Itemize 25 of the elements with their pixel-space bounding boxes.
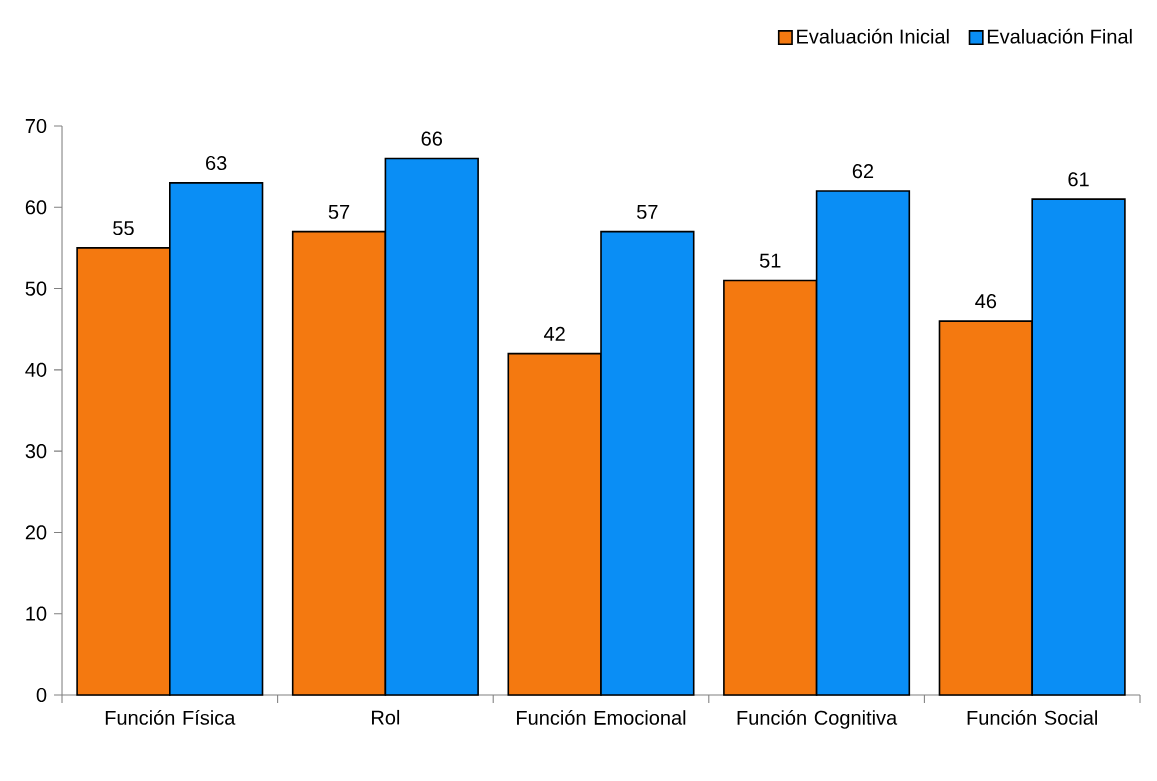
data-label: 66 bbox=[421, 131, 442, 146]
data-label: 61 bbox=[1068, 172, 1089, 187]
y-tick-label: 20 bbox=[25, 525, 47, 540]
data-label: 46 bbox=[975, 294, 997, 309]
data-label: 62 bbox=[852, 164, 874, 179]
data-label: 55 bbox=[113, 221, 134, 236]
data-label: 51 bbox=[759, 253, 781, 268]
y-tick-label: 0 bbox=[36, 687, 47, 703]
y-tick-label: 60 bbox=[25, 200, 47, 215]
x-tick-label: Función Emocional bbox=[517, 709, 686, 725]
y-tick-label: 70 bbox=[25, 118, 47, 134]
y-tick-label: 10 bbox=[26, 606, 47, 621]
x-tick-label: Función Física bbox=[105, 709, 236, 725]
x-tick-label: Función Cognitiva bbox=[737, 709, 898, 729]
data-label: 63 bbox=[206, 155, 227, 171]
y-tick-label: 30 bbox=[25, 444, 47, 459]
x-tick-label: Función Social bbox=[967, 709, 1097, 725]
legend-label: Evaluación Inicial bbox=[797, 28, 949, 44]
data-label: 57 bbox=[328, 204, 350, 219]
data-label: 57 bbox=[637, 204, 658, 219]
legend-label: Evaluación Final bbox=[987, 28, 1132, 44]
x-tick-label: Rol bbox=[372, 709, 400, 725]
y-tick-label: 40 bbox=[25, 362, 47, 377]
data-label: 42 bbox=[543, 326, 565, 341]
y-tick-label: 50 bbox=[25, 281, 47, 296]
